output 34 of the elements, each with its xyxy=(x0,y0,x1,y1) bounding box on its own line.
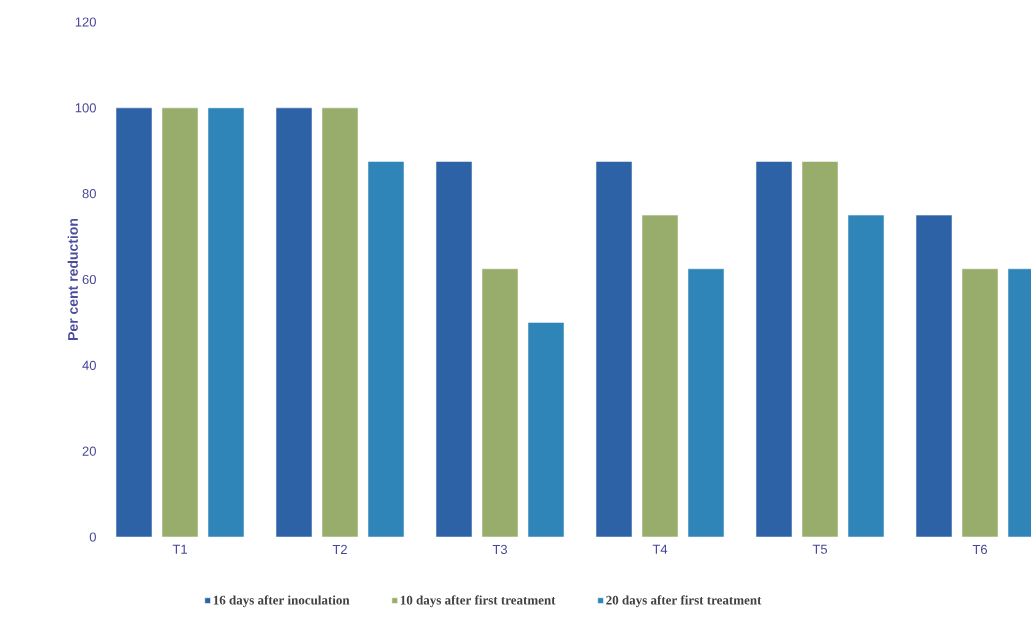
bar xyxy=(115,107,153,538)
bar xyxy=(367,161,405,538)
y-tick-label: 40 xyxy=(82,360,96,370)
x-tick-label: T3 xyxy=(492,544,508,554)
bar xyxy=(641,214,679,538)
y-tick-label: 100 xyxy=(75,103,96,113)
bar xyxy=(275,107,313,538)
y-tick-label: 120 xyxy=(75,17,96,27)
legend-label: 10 days after first treatment xyxy=(400,595,556,608)
bar xyxy=(915,214,953,538)
bar xyxy=(481,268,519,538)
y-axis-title: Per cent reduction xyxy=(67,218,78,341)
bar xyxy=(687,268,725,538)
y-tick-label: 0 xyxy=(89,532,96,542)
x-tick-label: T2 xyxy=(332,544,347,554)
legend-label: 16 days after inoculation xyxy=(213,595,350,608)
bar xyxy=(755,161,793,538)
x-tick-label: T1 xyxy=(172,544,187,554)
y-tick-label: 20 xyxy=(82,446,96,456)
bar xyxy=(595,161,633,538)
y-tick-label: 60 xyxy=(82,274,96,285)
y-tick-label: 80 xyxy=(82,189,96,199)
bar xyxy=(527,322,565,538)
x-tick-label: T6 xyxy=(972,544,988,554)
bar xyxy=(801,161,839,538)
bar xyxy=(961,268,999,538)
bar xyxy=(847,214,885,538)
bar xyxy=(435,161,473,538)
legend-label: 20 days after first treatment xyxy=(606,595,762,608)
bar xyxy=(207,107,245,538)
bar xyxy=(321,107,359,538)
bar xyxy=(161,107,199,538)
x-tick-label: T5 xyxy=(812,544,828,554)
x-tick-label: T4 xyxy=(652,544,668,554)
